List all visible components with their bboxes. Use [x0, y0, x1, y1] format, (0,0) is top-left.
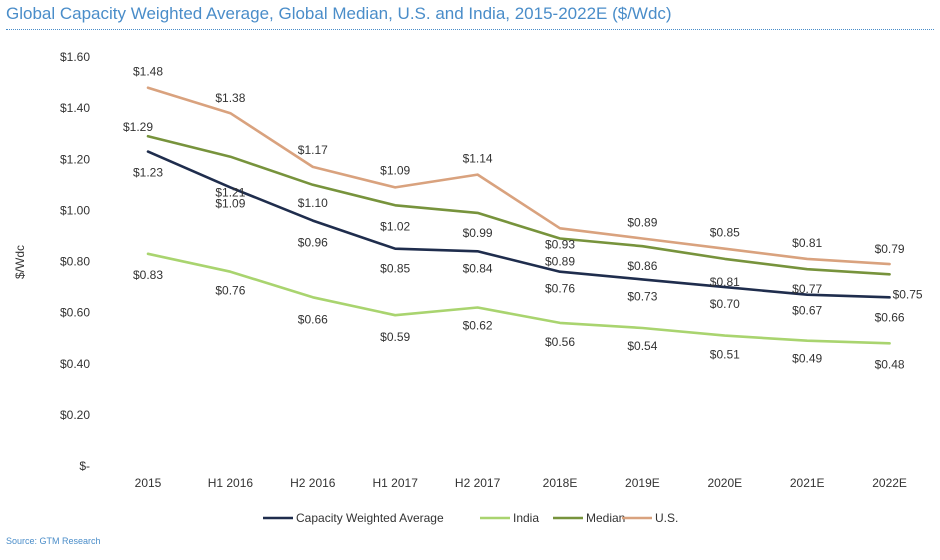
data-label: $0.73 [627, 289, 657, 303]
data-label: $0.67 [792, 304, 822, 318]
legend-label: Median [586, 511, 625, 525]
x-tick-label: 2019E [625, 476, 660, 490]
data-label: $0.49 [792, 352, 822, 366]
data-label: $1.29 [123, 120, 153, 134]
data-label: $0.56 [545, 335, 575, 349]
y-tick-label: $1.20 [60, 152, 90, 166]
y-tick-label: $0.60 [60, 306, 90, 320]
data-label: $0.62 [463, 319, 493, 333]
data-label: $0.59 [380, 330, 410, 344]
data-label: $1.48 [133, 65, 163, 79]
data-label: $0.79 [875, 242, 905, 256]
data-label: $0.76 [545, 282, 575, 296]
y-axis-title: $/Wdc [13, 245, 27, 279]
y-tick-label: $0.40 [60, 357, 90, 371]
data-label: $0.75 [893, 287, 923, 301]
data-label: $0.96 [298, 236, 328, 250]
y-tick-label: $1.40 [60, 101, 90, 115]
data-label: $1.17 [298, 143, 328, 157]
y-tick-label: $0.80 [60, 255, 90, 269]
data-label: $0.66 [875, 310, 905, 324]
y-tick-label: $1.60 [60, 50, 90, 64]
data-label: $0.70 [710, 297, 740, 311]
x-tick-label: H1 2016 [208, 476, 254, 490]
data-label: $1.14 [463, 152, 493, 166]
data-label: $1.23 [133, 166, 163, 180]
data-label: $1.02 [380, 219, 410, 233]
legend-label: India [513, 511, 539, 525]
x-tick-label: H2 2017 [455, 476, 501, 490]
data-label: $0.48 [875, 357, 905, 371]
chart-title: Global Capacity Weighted Average, Global… [6, 4, 672, 23]
y-tick-label: $0.20 [60, 408, 90, 422]
x-tick-label: 2021E [790, 476, 825, 490]
data-label: $0.76 [215, 284, 245, 298]
series-line-3 [146, 86, 891, 266]
data-label: $0.85 [710, 226, 740, 240]
data-label: $0.81 [710, 275, 740, 289]
data-label: $0.99 [463, 226, 493, 240]
data-label: $0.89 [545, 254, 575, 268]
legend-label: Capacity Weighted Average [296, 511, 444, 525]
series-line-0 [146, 150, 891, 299]
y-tick-label: $- [79, 459, 90, 473]
source-note: Source: GTM Research [6, 536, 101, 546]
data-label: $0.84 [463, 261, 493, 275]
data-label: $0.93 [545, 237, 575, 251]
data-label: $1.10 [298, 196, 328, 210]
data-label: $0.89 [627, 215, 657, 229]
data-label: $0.54 [627, 339, 657, 353]
y-tick-label: $1.00 [60, 203, 90, 217]
x-tick-label: 2020E [707, 476, 742, 490]
x-tick-label: 2022E [872, 476, 907, 490]
data-label: $0.51 [710, 348, 740, 362]
x-tick-label: 2018E [543, 476, 578, 490]
data-label: $1.38 [215, 91, 245, 105]
data-label: $0.86 [627, 259, 657, 273]
x-tick-label: H2 2016 [290, 476, 336, 490]
x-tick-label: 2015 [135, 476, 162, 490]
x-tick-label: H1 2017 [373, 476, 419, 490]
data-label: $1.21 [215, 186, 245, 200]
data-label: $1.09 [380, 163, 410, 177]
data-label: $0.85 [380, 262, 410, 276]
data-label: $0.81 [792, 236, 822, 250]
series-line-2 [146, 134, 891, 276]
legend-label: U.S. [655, 511, 678, 525]
title-underline [6, 29, 934, 30]
data-label: $0.83 [133, 268, 163, 282]
series-line-1 [146, 252, 891, 345]
data-label: $0.66 [298, 312, 328, 326]
data-label: $1.09 [215, 196, 245, 210]
data-label: $0.77 [792, 282, 822, 296]
